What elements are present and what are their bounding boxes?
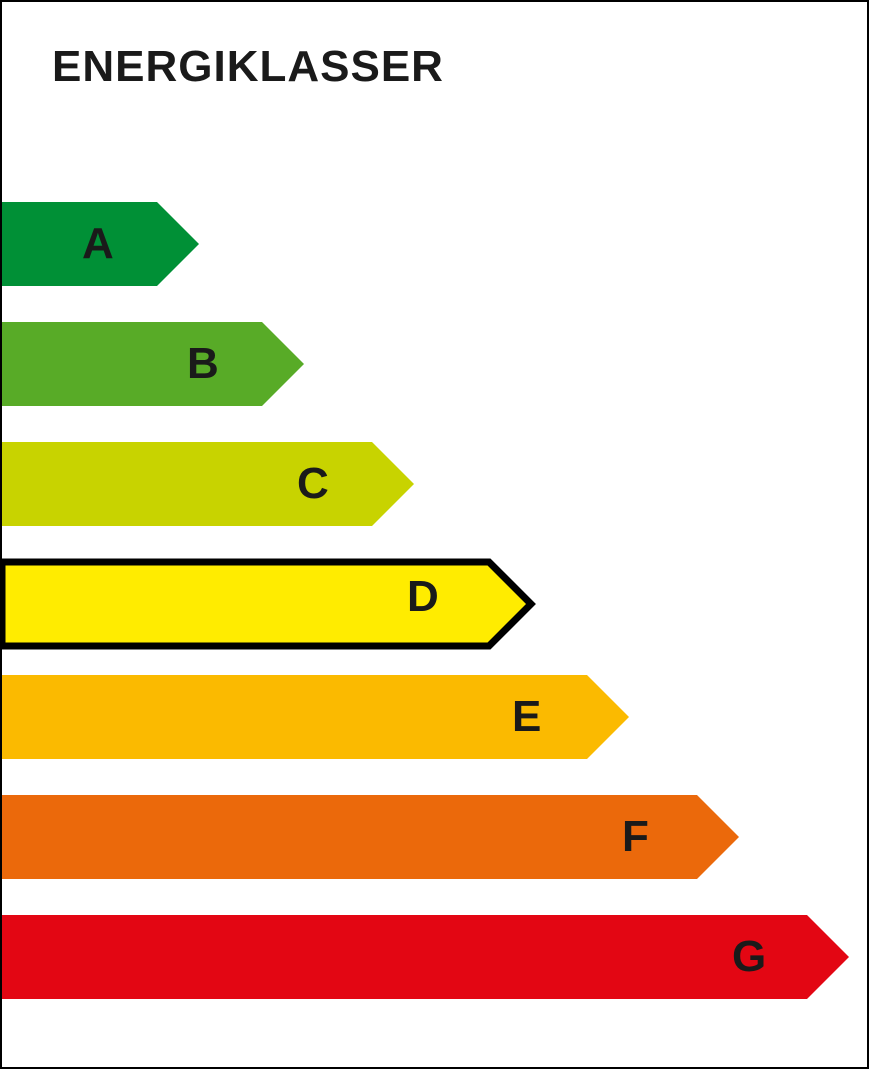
energy-bar-e: E bbox=[2, 675, 867, 759]
energy-bars-wrapper: A B C D E F G bbox=[2, 202, 867, 1035]
energy-bar-label: C bbox=[297, 459, 329, 509]
energy-bar-label: G bbox=[732, 932, 766, 982]
energy-bar-label: B bbox=[187, 339, 219, 389]
energy-bar-g: G bbox=[2, 915, 867, 999]
energy-bar-c: C bbox=[2, 442, 867, 526]
energy-bar-b: B bbox=[2, 322, 867, 406]
arrow-shape-icon bbox=[2, 915, 849, 999]
energy-class-diagram: ENERGIKLASSER A B C D E F G bbox=[0, 0, 869, 1069]
energy-bar-label: E bbox=[512, 692, 541, 742]
diagram-title: ENERGIKLASSER bbox=[52, 42, 444, 92]
energy-bar-label: F bbox=[622, 812, 649, 862]
energy-bar-label: D bbox=[407, 572, 439, 622]
energy-bar-label: A bbox=[82, 219, 114, 269]
arrow-shape-icon bbox=[2, 442, 414, 526]
arrow-shape-icon bbox=[2, 555, 538, 653]
energy-bar-a: A bbox=[2, 202, 867, 286]
arrow-shape-icon bbox=[2, 322, 304, 406]
energy-bar-f: F bbox=[2, 795, 867, 879]
energy-bar-d: D bbox=[2, 555, 867, 639]
